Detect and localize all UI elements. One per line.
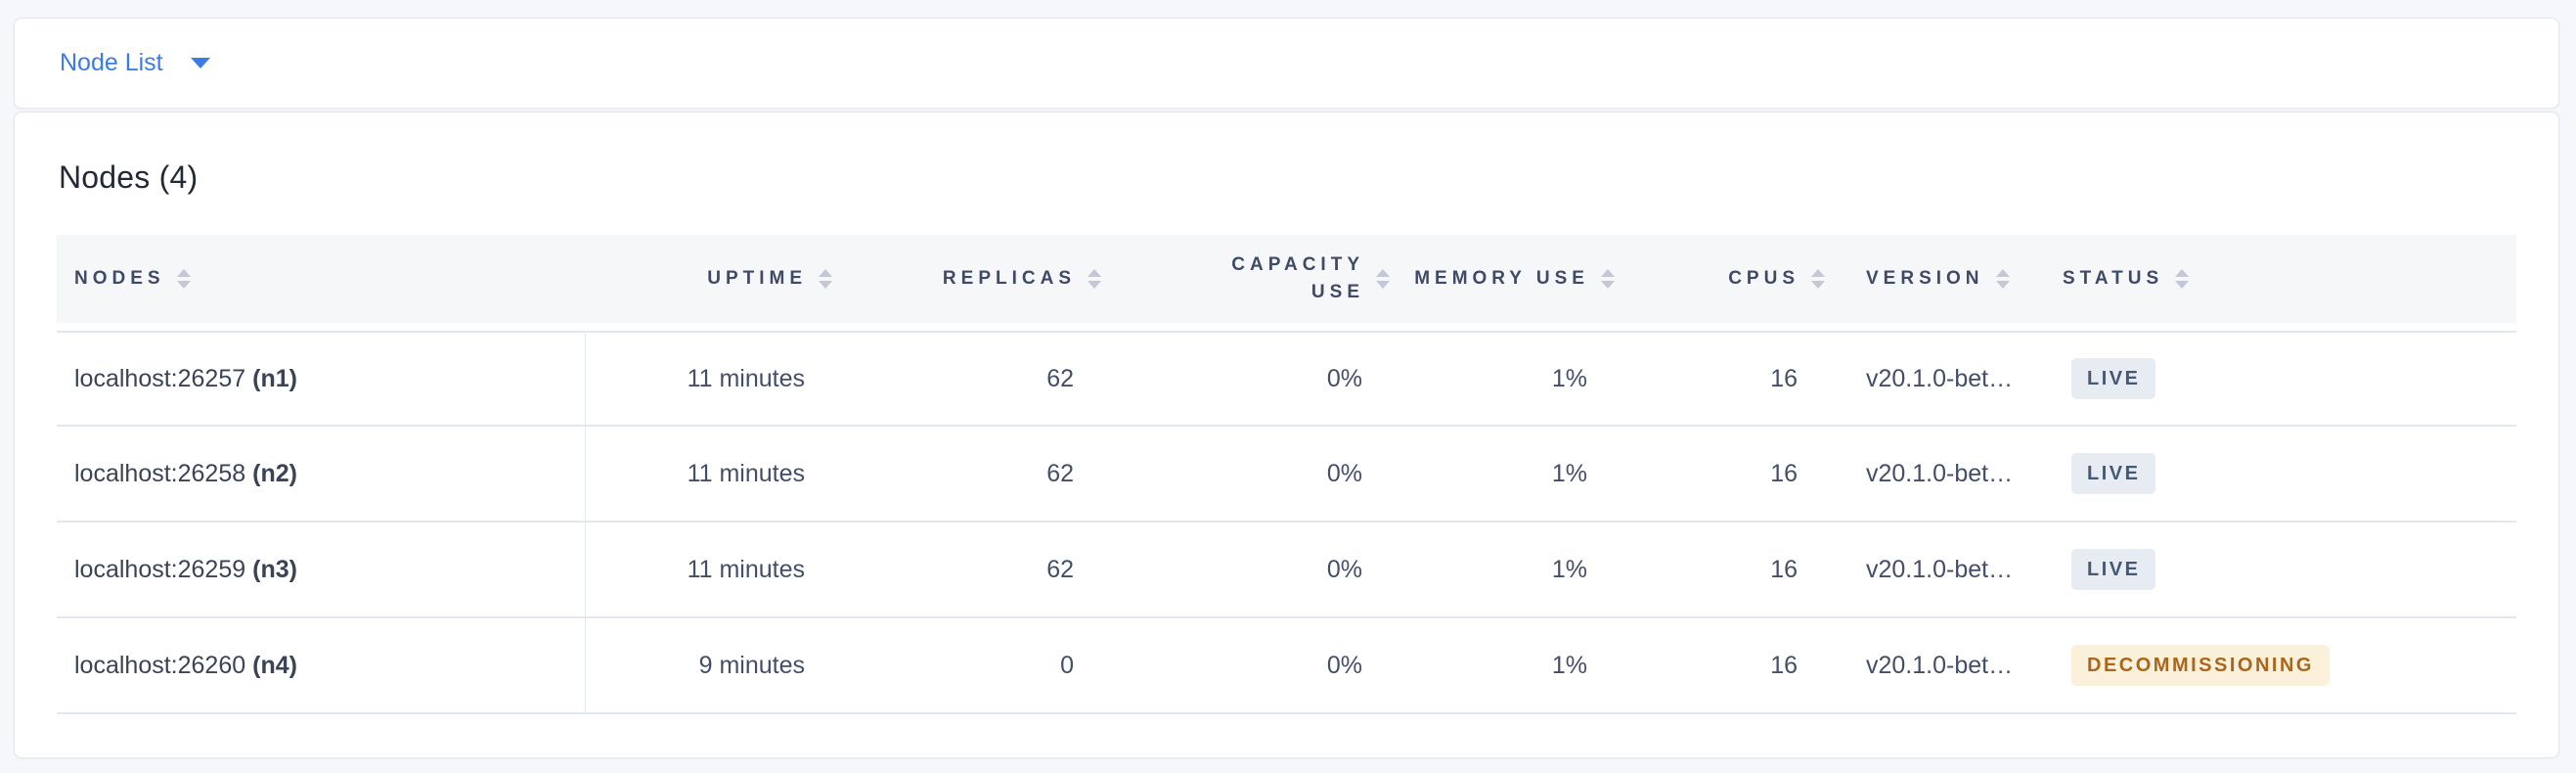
status-badge: LIVE	[2071, 549, 2156, 590]
sort-arrows-icon	[1376, 269, 1390, 289]
column-header-cpus[interactable]: CPUs	[1615, 235, 1825, 323]
column-header-label: Nodes	[74, 268, 165, 290]
sort-arrows-icon	[1601, 269, 1615, 289]
cell-version: v20.1.0-bet…	[1866, 555, 2014, 583]
column-header-label: Status	[2063, 268, 2164, 290]
sort-arrows-icon	[176, 269, 191, 289]
column-header-version[interactable]: Version	[1825, 235, 2045, 323]
caret-down-icon	[190, 58, 210, 68]
cell-capacity: 0%	[1326, 651, 1362, 679]
sort-arrows-icon	[819, 269, 832, 289]
status-badge: LIVE	[2071, 453, 2156, 494]
sort-arrows-icon	[2175, 269, 2190, 289]
column-header-capacity[interactable]: Capacity Use	[1101, 235, 1390, 323]
node-list-dropdown[interactable]: Node List	[60, 49, 210, 77]
column-header-label: Uptime	[707, 268, 807, 290]
column-header-status[interactable]: Status	[2045, 235, 2516, 323]
table-row: localhost:26258 (n2) 11 minutes 62 0% 1% 16 v20…	[57, 427, 2516, 523]
cell-status: DECOMMISSIONING	[2045, 618, 2516, 712]
cell-replicas: 62	[1046, 459, 1074, 487]
cell-cpus: 16	[1770, 364, 1798, 392]
cell-version: v20.1.0-bet…	[1866, 459, 2014, 487]
table-row: localhost:26260 (n4) 9 minutes 0 0% 1% 16 v20.1…	[57, 618, 2516, 714]
table-row: localhost:26257 (n1) 11 minutes 62 0% 1% 16 v20…	[57, 331, 2516, 427]
node-address[interactable]: localhost:26260	[74, 651, 246, 679]
cell-nodes[interactable]: localhost:26259 (n3)	[57, 523, 586, 616]
cell-uptime: 11 minutes	[687, 555, 805, 583]
node-id: (n1)	[252, 364, 297, 392]
cell-version: v20.1.0-bet…	[1866, 364, 2014, 392]
table-body: localhost:26257 (n1) 11 minutes 62 0% 1% 16 v20…	[57, 331, 2516, 714]
cell-memory: 1%	[1551, 364, 1587, 392]
column-header-memory[interactable]: Memory Use	[1390, 235, 1615, 323]
cell-capacity: 0%	[1326, 364, 1362, 392]
status-badge: DECOMMISSIONING	[2071, 645, 2330, 686]
view-selector-bar: Node List	[14, 18, 2559, 109]
cell-capacity: 0%	[1326, 459, 1362, 487]
column-header-label: CPUs	[1728, 268, 1799, 290]
cell-nodes[interactable]: localhost:26257 (n1)	[57, 333, 586, 425]
sort-arrows-icon	[1995, 269, 2010, 289]
node-address[interactable]: localhost:26257	[74, 364, 246, 392]
cell-cpus: 16	[1770, 555, 1798, 583]
nodes-table: Nodes Uptime Replicas Capacity Use Memory Us…	[57, 235, 2516, 714]
cell-uptime: 11 minutes	[687, 364, 805, 392]
cell-uptime: 9 minutes	[698, 651, 805, 679]
node-address[interactable]: localhost:26259	[74, 555, 246, 583]
cell-nodes[interactable]: localhost:26258 (n2)	[57, 427, 586, 521]
cell-status: LIVE	[2045, 523, 2516, 616]
node-list-dropdown-label: Node List	[60, 49, 163, 76]
cell-version: v20.1.0-bet…	[1866, 651, 2014, 679]
sort-arrows-icon	[1811, 269, 1825, 289]
cell-cpus: 16	[1770, 651, 1798, 679]
cell-status: LIVE	[2045, 427, 2516, 521]
column-header-label: Capacity Use	[1231, 254, 1364, 302]
column-header-label: Version	[1866, 268, 1984, 290]
cell-nodes[interactable]: localhost:26260 (n4)	[57, 618, 586, 712]
column-header-label: Memory Use	[1414, 268, 1589, 290]
cell-uptime: 11 minutes	[687, 459, 805, 487]
table-row: localhost:26259 (n3) 11 minutes 62 0% 1% 16 v20…	[57, 523, 2516, 618]
nodes-card: Nodes (4) Nodes Uptime Replicas Capacity Us…	[14, 112, 2559, 758]
node-id: (n4)	[252, 651, 297, 679]
column-header-label: Replicas	[942, 268, 1076, 290]
column-header-replicas[interactable]: Replicas	[832, 235, 1101, 323]
cell-replicas: 62	[1046, 364, 1074, 392]
node-id: (n2)	[252, 459, 297, 487]
page-title: Nodes (4)	[59, 159, 199, 195]
cell-replicas: 0	[1060, 651, 1074, 679]
cell-status: LIVE	[2045, 333, 2516, 425]
cell-memory: 1%	[1551, 555, 1587, 583]
cell-capacity: 0%	[1326, 555, 1362, 583]
sort-arrows-icon	[1088, 269, 1101, 289]
table-header-row: Nodes Uptime Replicas Capacity Use Memory Us…	[57, 235, 2516, 323]
cell-memory: 1%	[1551, 459, 1587, 487]
node-address[interactable]: localhost:26258	[74, 459, 246, 487]
cell-cpus: 16	[1770, 459, 1798, 487]
node-id: (n3)	[252, 555, 297, 583]
cell-replicas: 62	[1046, 555, 1074, 583]
status-badge: LIVE	[2071, 358, 2156, 399]
column-header-uptime[interactable]: Uptime	[586, 235, 832, 323]
column-header-nodes[interactable]: Nodes	[57, 235, 586, 323]
cell-memory: 1%	[1551, 651, 1587, 679]
